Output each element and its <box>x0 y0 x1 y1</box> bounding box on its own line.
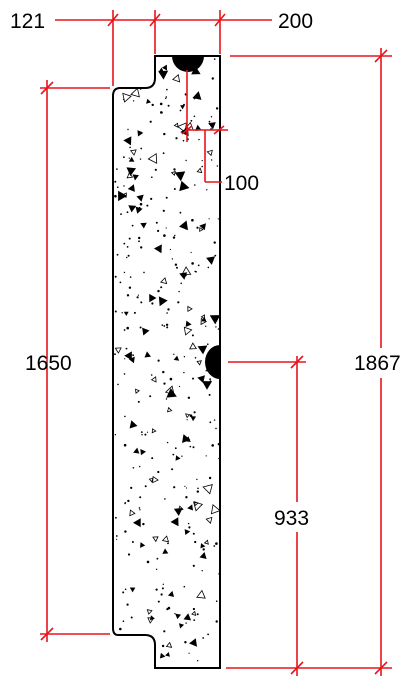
dimension-label-933: 933 <box>274 507 309 530</box>
dimension-label-100: 100 <box>224 172 259 195</box>
panel-outline <box>112 55 221 669</box>
dimension-1650: 1650 <box>25 80 110 642</box>
dimension-label-200: 200 <box>278 10 313 33</box>
dimension-100: 100 <box>181 70 259 195</box>
dimension-label-1867: 1867 <box>354 352 401 375</box>
dimension-1867: 1867 <box>226 48 412 676</box>
top-groove <box>172 56 204 72</box>
dimension-121: 121 200 <box>10 10 313 86</box>
side-groove <box>205 345 220 379</box>
dimension-label-1650: 1650 <box>25 352 72 375</box>
dimension-933: 933 <box>228 355 326 676</box>
dimension-label-121: 121 <box>10 10 45 33</box>
